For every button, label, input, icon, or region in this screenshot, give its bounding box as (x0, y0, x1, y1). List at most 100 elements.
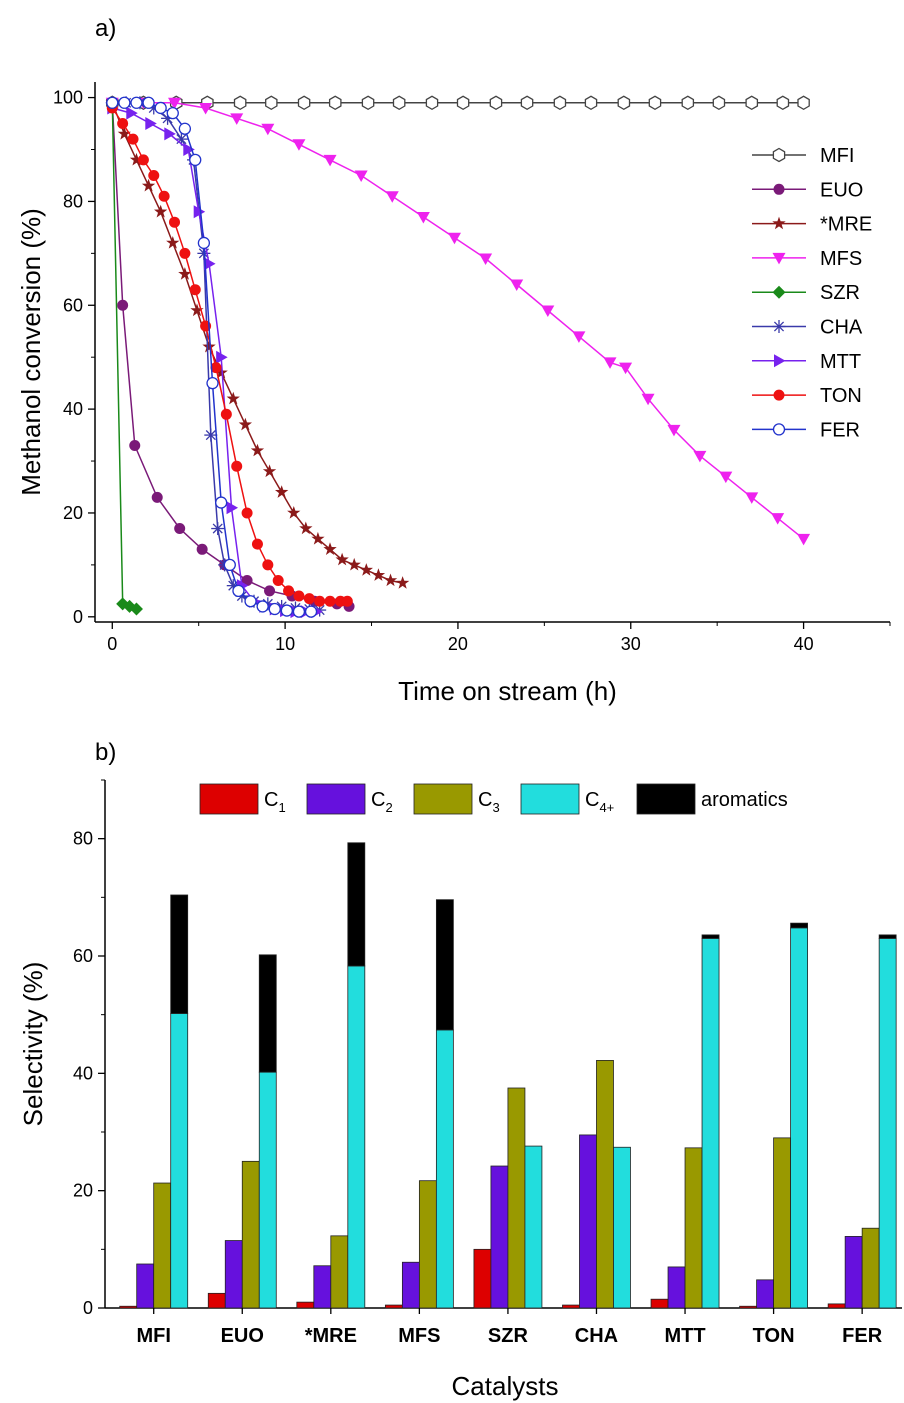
data-point-stroke (236, 590, 247, 602)
legend-subscript: 2 (385, 800, 392, 815)
data-point (189, 284, 201, 296)
data-point (292, 139, 306, 151)
data-point (425, 95, 439, 111)
data-point (771, 513, 785, 525)
data-point (210, 362, 222, 374)
data-point (553, 95, 567, 111)
legend-label: EUO (820, 179, 863, 201)
data-point (264, 585, 276, 597)
data-point (280, 604, 293, 617)
data-point (230, 113, 244, 125)
data-point (489, 95, 503, 111)
data-point (265, 95, 278, 111)
data-point (268, 602, 281, 616)
bar-c3 (241, 1160, 260, 1309)
data-point (129, 602, 143, 616)
y-tick-label: 0 (83, 1298, 93, 1318)
y-tick-label: 40 (73, 1063, 93, 1083)
data-point (772, 285, 786, 299)
bar-c2 (224, 1240, 243, 1309)
legend-label: FER (820, 419, 860, 441)
data-point (233, 95, 247, 111)
data-point (168, 97, 181, 110)
legend-item: CHA (752, 317, 863, 339)
legend-subscript: 4+ (599, 800, 614, 815)
bar-c4+ (878, 937, 897, 1309)
legend-swatch (636, 783, 696, 815)
conversion-chart: a) 0 10 20 30 40 0 20 40 60 80 100 Time on stream (h… (16, 15, 891, 706)
data-point (178, 267, 192, 280)
data-point (773, 389, 785, 401)
data-point (693, 450, 707, 463)
bar-c4+ (347, 965, 366, 1309)
panel-label-b: b) (95, 739, 116, 766)
data-point (681, 95, 695, 111)
data-point (297, 95, 311, 111)
legend-item: C2 (306, 783, 393, 815)
y-tick-label: 20 (73, 1181, 93, 1201)
legend-item: MFS (752, 248, 862, 270)
data-point (719, 471, 733, 484)
bar-c3 (861, 1227, 880, 1309)
bar-c2 (490, 1165, 509, 1309)
data-point (447, 232, 461, 245)
data-point (158, 190, 170, 202)
data-point (335, 552, 349, 566)
x-tick-label: 40 (794, 634, 814, 654)
data-point (231, 460, 243, 472)
data-point (204, 428, 218, 442)
data-point (130, 96, 143, 109)
bar-aromatics (701, 934, 720, 939)
bar-c3 (153, 1182, 172, 1309)
series-line (111, 102, 350, 608)
y-axis-title: Selectivity (%) (18, 962, 48, 1127)
data-point (232, 584, 245, 597)
category-group: SZR (473, 1087, 543, 1347)
data-point (164, 127, 176, 141)
data-point (383, 573, 398, 587)
series-fer (106, 96, 318, 618)
legend-label: C1 (264, 789, 286, 815)
bar-c4+ (701, 937, 720, 1309)
legend-label: TON (820, 385, 862, 407)
data-point (169, 216, 180, 228)
data-point (151, 491, 163, 503)
x-tick-label: MTT (664, 1325, 705, 1347)
bar-c2 (756, 1279, 774, 1309)
bar-c1 (296, 1301, 315, 1309)
category-group: EUO (207, 954, 277, 1347)
legend-label: MFS (820, 248, 862, 270)
data-point (251, 538, 263, 550)
y-tick-label: 60 (63, 295, 83, 315)
y-tick-label: 0 (73, 607, 83, 627)
legend-item: *MRE (752, 214, 872, 236)
data-point (648, 95, 662, 111)
data-point (354, 170, 368, 182)
data-point (275, 485, 289, 498)
series-mfs (105, 97, 811, 546)
data-point (772, 216, 786, 230)
data-point (166, 107, 179, 120)
legend-label: CHA (820, 317, 863, 339)
x-tick-label: SZR (488, 1325, 529, 1347)
legend-item: TON (752, 385, 862, 407)
series-line (112, 102, 311, 613)
data-point (129, 439, 141, 451)
legend-label: C2 (371, 789, 393, 815)
x-tick-label: EUO (221, 1325, 264, 1347)
bar-c3 (507, 1087, 526, 1309)
bar-c4+ (613, 1146, 631, 1309)
data-point (215, 496, 228, 509)
data-point (220, 408, 232, 420)
data-point-stroke (205, 430, 216, 441)
data-point (214, 365, 228, 379)
data-point (137, 154, 149, 166)
data-point (256, 600, 269, 613)
data-point (299, 521, 313, 535)
data-point (603, 357, 617, 369)
data-point (154, 204, 168, 218)
bar-c4+ (435, 1029, 454, 1309)
bar-aromatics (878, 934, 897, 939)
y-tick-label: 60 (73, 946, 93, 966)
data-point (772, 320, 786, 333)
